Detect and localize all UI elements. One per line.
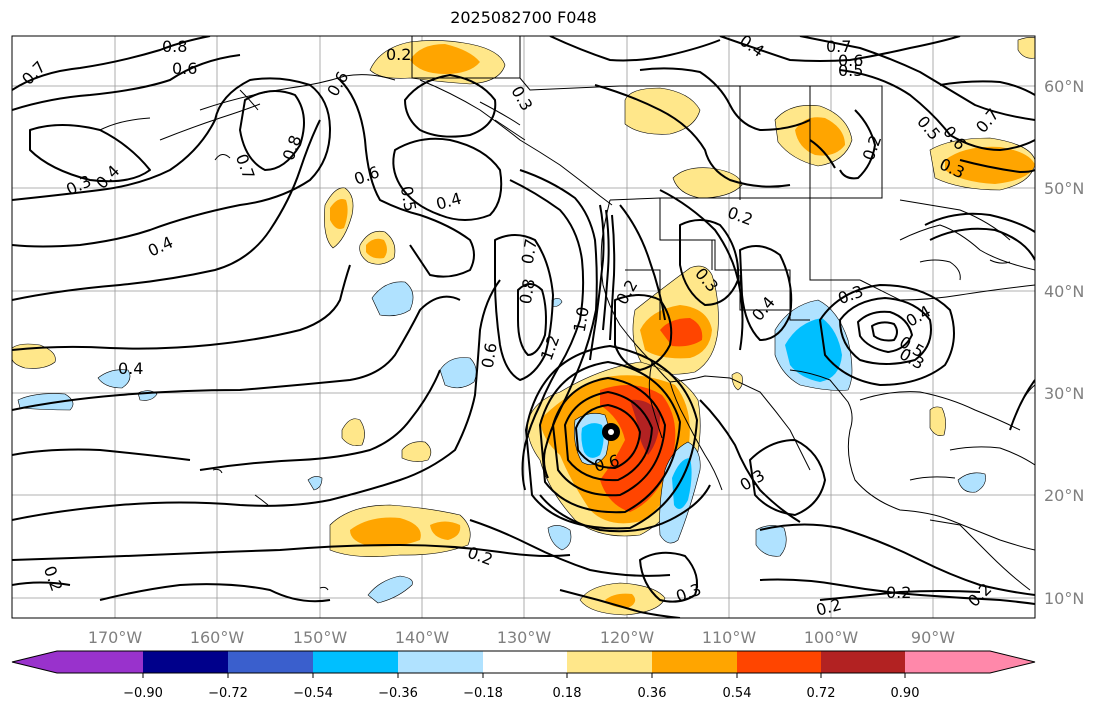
lat-label: 20°N <box>1044 486 1084 505</box>
lat-label: 10°N <box>1044 589 1084 608</box>
lat-label: 40°N <box>1044 282 1084 301</box>
contour-label: 0.8 <box>516 277 539 305</box>
contour-label: 0.5 <box>397 185 420 213</box>
lon-label: 150°W <box>293 628 348 647</box>
contour-lines <box>12 36 1035 618</box>
lat-label: 50°N <box>1044 179 1084 198</box>
lon-label: 170°W <box>88 628 143 647</box>
lon-label: 140°W <box>395 628 450 647</box>
contour-label: 0.6 <box>478 341 501 369</box>
negative-anomaly-fills <box>17 281 986 604</box>
latitude-labels: 60°N 50°N 40°N 30°N 20°N 10°N <box>1044 77 1084 608</box>
lat-label: 30°N <box>1044 384 1084 403</box>
contour-label: 0.2 <box>886 583 911 602</box>
lat-label: 60°N <box>1044 77 1084 96</box>
lon-label: 160°W <box>190 628 245 647</box>
lon-label: 130°W <box>497 628 552 647</box>
lon-label: 100°W <box>804 628 859 647</box>
contour-label: 0.6 <box>838 51 863 70</box>
contour-label: 0.8 <box>162 37 187 56</box>
lon-label: 90°W <box>911 628 955 647</box>
contour-label: 0.4 <box>118 359 143 378</box>
lon-label: 110°W <box>702 628 757 647</box>
contour-label: 0.6 <box>172 59 197 78</box>
contour-label: 0.2 <box>386 45 411 64</box>
contour-label: 0.5 <box>838 61 863 80</box>
low-center <box>602 423 620 441</box>
contour-label: 0.2 <box>814 595 844 620</box>
contour-label: 1.0 <box>570 305 593 333</box>
contour-label: 0.7 <box>826 37 851 56</box>
map-title: 2025082700 F048 <box>450 8 597 27</box>
map-frame <box>11 35 1036 619</box>
longitude-labels: 170°W 160°W 150°W 140°W 130°W 120°W 110°… <box>88 628 955 647</box>
contour-label: 0.7 <box>518 237 541 265</box>
lon-label: 120°W <box>600 628 655 647</box>
